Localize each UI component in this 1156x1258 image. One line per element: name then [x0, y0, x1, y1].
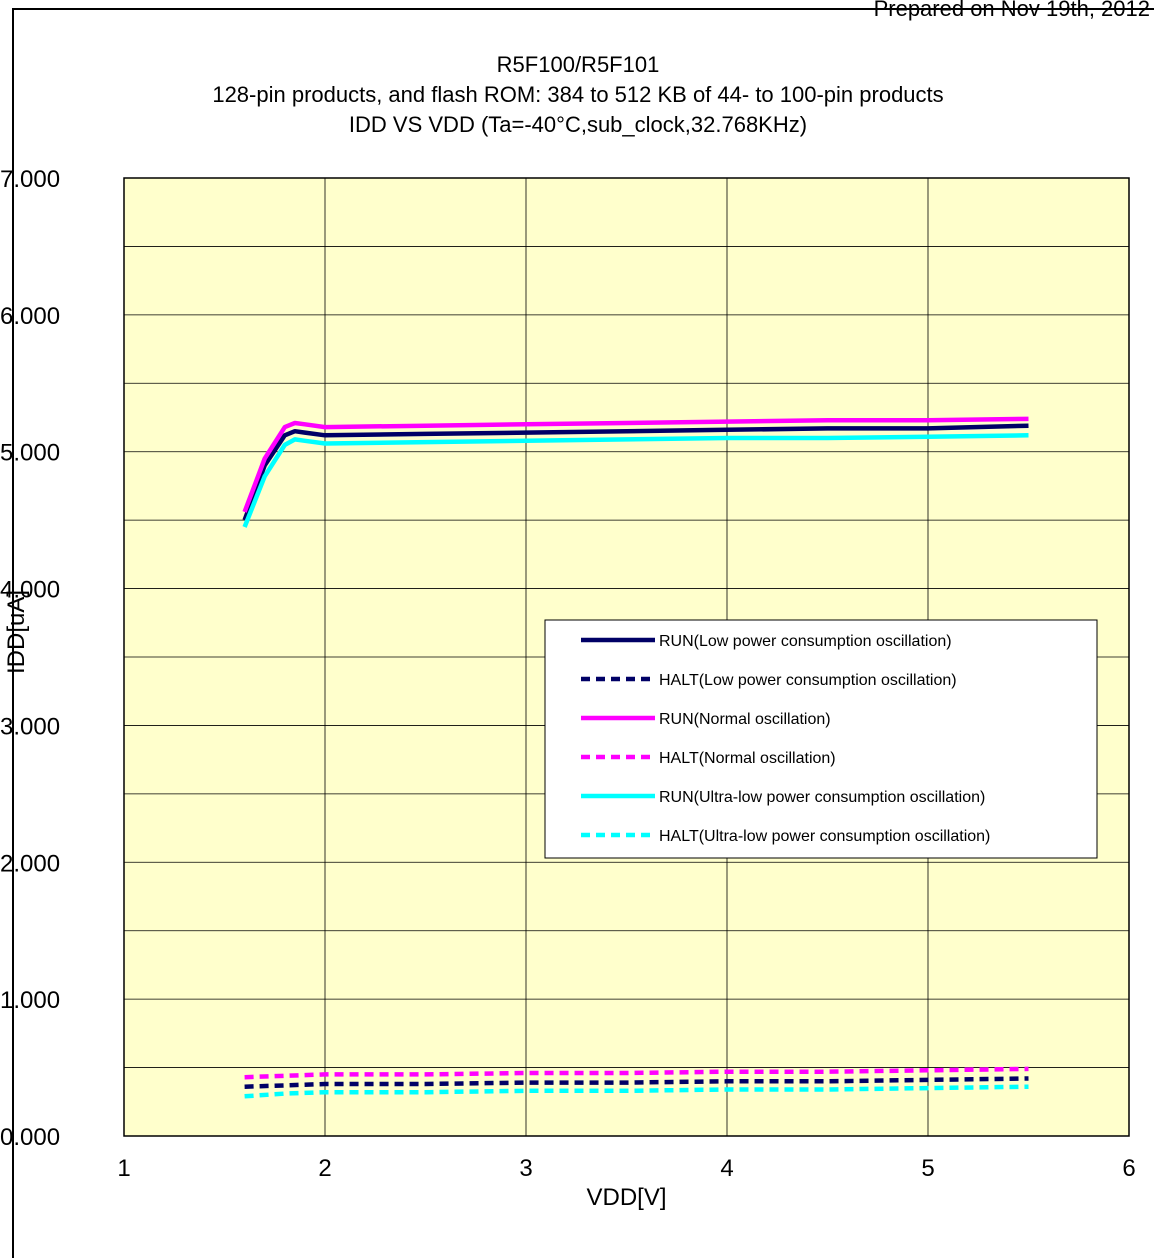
- series-line-3: [242, 416, 1029, 513]
- y-tick-label: 1.000: [0, 987, 60, 1014]
- y-tick-label: 0.000: [0, 1124, 60, 1151]
- x-tick-label: 1: [117, 1155, 130, 1182]
- legend-box: [544, 619, 1098, 859]
- chart-title-line-1: R5F100/R5F101: [496, 52, 660, 77]
- plot-border: [123, 177, 1130, 1137]
- x-tick-label: 3: [519, 1155, 532, 1182]
- chart-title-line-2: 128-pin products, and flash ROM: 384 to …: [212, 82, 944, 107]
- y-tick-label: 2.000: [0, 850, 60, 877]
- legend-label-4: HALT(Normal oscillation): [659, 750, 836, 767]
- tick-labels: 1 2 3 4 5 6 0.000 1.000 2.000 3.000 4.000 5.000 6.00…: [0, 166, 1136, 1182]
- y-tick-label: 5.000: [0, 440, 60, 467]
- legend-label-5: RUN(Ultra-low power consumption oscillat…: [659, 789, 985, 806]
- x-tick-label: 4: [720, 1155, 733, 1182]
- x-tick-label: 5: [921, 1155, 934, 1182]
- legend-label-2: HALT(Low power consumption oscillation): [659, 672, 957, 689]
- legend-label-3: RUN(Normal oscillation): [659, 711, 831, 728]
- x-tick-label: 6: [1122, 1155, 1135, 1182]
- legend-label-6: HALT(Ultra-low power consumption oscilla…: [659, 828, 990, 845]
- y-tick-label: 6.000: [0, 303, 60, 330]
- legend: RUN(Low power consumption oscillation) HA…: [544, 619, 1098, 859]
- x-axis-label: VDD[V]: [586, 1184, 666, 1211]
- series-line-2: [244, 1076, 1029, 1089]
- series-line-4: [244, 1066, 1029, 1080]
- y-axis-label: IDD[uA]: [3, 590, 30, 674]
- y-tick-label: 4.000: [0, 577, 60, 604]
- legend-label-1: RUN(Low power consumption oscillation): [659, 633, 952, 650]
- series-line-1: [242, 423, 1029, 521]
- series-layer: [242, 416, 1029, 1099]
- x-tick-label: 2: [318, 1155, 331, 1182]
- series-line-6: [244, 1084, 1029, 1099]
- prepared-date: Prepared on Nov 19th, 2012: [873, 0, 1150, 21]
- chart-title-line-3: IDD VS VDD (Ta=-40°C,sub_clock,32.768KHz…: [348, 112, 808, 137]
- y-tick-label: 3.000: [0, 713, 60, 740]
- series-line-5: [242, 433, 1029, 528]
- chart-frame: Prepared on Nov 19th, 2012: [12, 0, 1154, 1258]
- y-tick-label: 7.000: [0, 166, 60, 193]
